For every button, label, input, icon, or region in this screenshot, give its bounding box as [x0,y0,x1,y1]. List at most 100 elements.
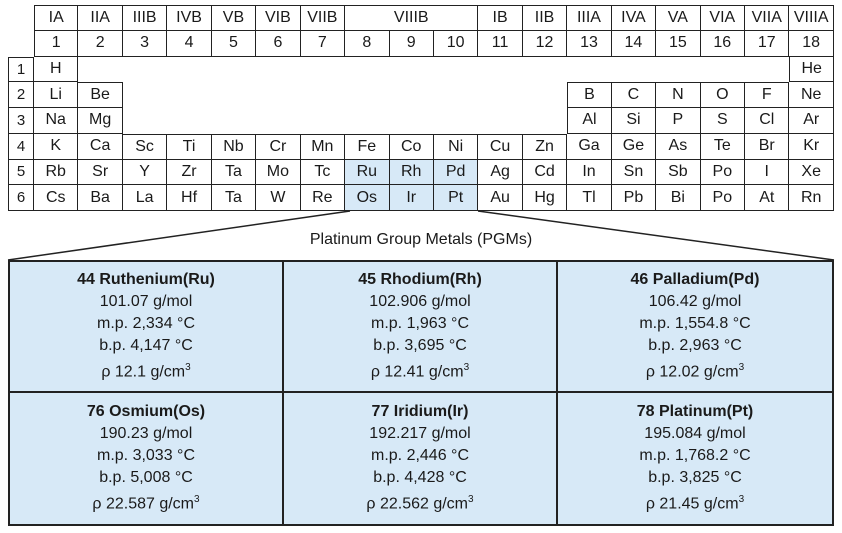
group-roman-label: VIIIA [789,5,834,31]
element-cell-c: C [611,82,657,108]
element-cell-ca: Ca [78,133,123,160]
element-cell-xe: Xe [789,159,834,186]
element-cell-te: Te [700,133,746,160]
density: ρ 22.587 g/cm3 [92,494,200,513]
density: ρ 12.02 g/cm3 [645,362,745,381]
element-cell-sc: Sc [122,133,168,160]
element-name: 44 Ruthenium(Ru) [77,271,215,289]
boiling-point: b.p. 4,428 °C [373,469,467,487]
group-roman-label: IA [34,5,79,31]
element-cell-hf: Hf [167,185,212,211]
pgm-card-palladium: 46 Palladium(Pd) 106.42 g/mol m.p. 1,554… [558,262,832,393]
group-roman-label: IIB [522,5,568,31]
element-cell-os: Os [345,185,390,211]
element-name: 76 Osmium(Os) [86,403,206,421]
group-number-label: 7 [300,30,346,57]
group-number-label: 15 [656,30,701,57]
atomic-mass: 106.42 g/mol [648,293,742,311]
element-cell-co: Co [389,133,434,160]
density: ρ 12.41 g/cm3 [370,362,470,381]
group-roman-label: IIIA [567,5,612,31]
group-number-label: 9 [389,30,434,57]
element-cell-ne: Ne [789,82,834,108]
group-number-label: 13 [567,30,612,57]
element-cell-w: W [256,185,301,211]
element-cell-n: N [656,82,701,108]
element-cell-zn: Zn [522,133,568,160]
group-number-label: 18 [789,30,834,57]
group-roman-label: VIIA [745,5,790,31]
element-cell-au: Au [478,185,523,211]
group-roman-label: VA [656,5,701,31]
pgm-detail-grid: 44 Ruthenium(Ru) 101.07 g/mol m.p. 2,334… [8,260,834,526]
element-cell-h: H [34,56,79,83]
group-roman-label: IVB [167,5,212,31]
element-cell-b: B [567,82,612,108]
element-cell-in: In [567,159,612,186]
element-cell-mg: Mg [78,108,123,134]
element-cell-rh: Rh [389,159,434,186]
element-name: 77 Iridium(Ir) [371,403,469,421]
element-cell-zr: Zr [167,159,212,186]
group-roman-label: IB [478,5,523,31]
element-cell-ag: Ag [478,159,523,186]
group-number-label: 6 [256,30,301,57]
element-cell-cl: Cl [745,108,790,134]
element-cell-al: Al [567,108,612,134]
pgm-card-rhodium: 45 Rhodium(Rh) 102.906 g/mol m.p. 1,963 … [284,262,558,393]
period-number-label: 2 [8,82,34,108]
group-number-label: 5 [211,30,257,57]
element-cell-mn: Mn [300,133,346,160]
element-cell-ge: Ge [611,133,657,160]
element-cell-sn: Sn [611,159,657,186]
element-cell-y: Y [122,159,168,186]
element-cell-tl: Tl [567,185,612,211]
element-cell-rb: Rb [34,159,79,186]
element-cell-ni: Ni [433,133,479,160]
element-cell-br: Br [745,133,790,160]
element-name: 45 Rhodium(Rh) [358,271,482,289]
element-cell-p: P [656,108,701,134]
element-cell-li: Li [34,82,79,108]
element-cell-sr: Sr [78,159,123,186]
period-number-label: 3 [8,108,34,134]
element-cell-i: I [745,159,790,186]
group-number-label: 4 [167,30,212,57]
element-cell-s: S [700,108,746,134]
element-cell-ru: Ru [345,159,390,186]
density: ρ 22.562 g/cm3 [366,494,474,513]
element-cell-o: O [700,82,746,108]
pgm-title: Platinum Group Metals (PGMs) [309,231,533,248]
periodic-table: IA IIA IIIB IVB VB VIB VIIB VIIIB IB IIB IIIA IVA VA… [8,5,834,211]
melting-point: m.p. 1,963 °C [371,315,469,333]
melting-point: m.p. 1,554.8 °C [639,315,751,333]
density: ρ 21.45 g/cm3 [645,494,745,513]
group-number-label: 2 [78,30,123,57]
element-cell-re: Re [300,185,346,211]
boiling-point: b.p. 5,008 °C [99,469,193,487]
group-roman-label: VIIIB [345,5,479,31]
element-cell-ga: Ga [567,133,612,160]
group-number-label: 17 [745,30,790,57]
element-cell-po: Po [700,185,746,211]
boiling-point: b.p. 3,825 °C [648,469,742,487]
element-cell-mo: Mo [256,159,301,186]
element-cell-po: Po [700,159,746,186]
group-number-label: 1 [34,30,79,57]
period-number-label: 4 [8,133,34,160]
element-cell-at: At [745,185,790,211]
melting-point: m.p. 2,446 °C [371,447,469,465]
element-cell-ir: Ir [389,185,434,211]
element-cell-pt: Pt [433,185,479,211]
pgm-card-iridium: 77 Iridium(Ir) 192.217 g/mol m.p. 2,446 … [284,393,558,524]
element-cell-si: Si [611,108,657,134]
element-cell-rn: Rn [789,185,834,211]
element-cell-f: F [745,82,790,108]
density: ρ 12.1 g/cm3 [101,362,191,381]
atomic-mass: 192.217 g/mol [369,425,471,443]
element-name: 78 Platinum(Pt) [636,403,754,421]
atomic-mass: 190.23 g/mol [99,425,193,443]
boiling-point: b.p. 2,963 °C [648,337,742,355]
group-number-label: 10 [433,30,479,57]
element-cell-as: As [656,133,701,160]
